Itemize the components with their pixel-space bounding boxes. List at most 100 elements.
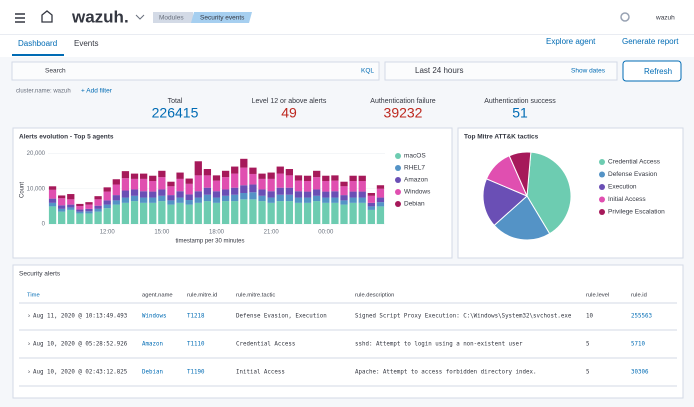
bar-segment bbox=[376, 202, 385, 207]
column-header: rule.mitre.id bbox=[187, 293, 217, 299]
expand-icon[interactable]: › bbox=[28, 342, 30, 348]
date-picker[interactable] bbox=[384, 61, 618, 81]
chevron[interactable] bbox=[135, 14, 145, 20]
bar-segment bbox=[303, 175, 312, 182]
bar-segment bbox=[221, 177, 230, 190]
bar-segment bbox=[185, 178, 193, 184]
bar-segment bbox=[58, 205, 66, 209]
table-cell[interactable]: T1218 bbox=[187, 314, 205, 320]
refresh-label[interactable]: Refresh bbox=[644, 67, 672, 76]
breadcrumb[interactable]: Modules bbox=[159, 15, 184, 22]
bar-segment bbox=[76, 213, 84, 224]
bar-segment bbox=[85, 204, 93, 209]
bar-segment bbox=[231, 201, 239, 224]
bar-segment bbox=[258, 173, 266, 179]
bar-segment bbox=[48, 202, 57, 207]
tab[interactable]: Dashboard bbox=[18, 39, 57, 48]
expand-icon[interactable]: › bbox=[28, 370, 30, 376]
legend-entry[interactable]: RHEL7 bbox=[404, 165, 425, 172]
legend-entry[interactable]: Amazon bbox=[404, 177, 428, 184]
x-tick-label: 15:00 bbox=[154, 230, 170, 236]
tab-bar bbox=[0, 35, 694, 57]
bar-segment bbox=[67, 207, 75, 210]
bar-segment bbox=[313, 177, 321, 190]
bar-segment bbox=[322, 181, 330, 192]
bar-segment bbox=[376, 197, 385, 203]
table-cell: Credential Access bbox=[236, 342, 295, 348]
bar-segment bbox=[167, 186, 175, 196]
legend-swatch bbox=[395, 165, 401, 171]
table-cell[interactable]: Debian bbox=[142, 370, 163, 376]
filter-pill[interactable]: cluster.name: wazuh bbox=[16, 89, 71, 95]
legend-entry[interactable]: Credential Access bbox=[608, 159, 661, 166]
bar-segment bbox=[358, 191, 366, 198]
menu-icon[interactable] bbox=[15, 13, 25, 23]
legend-entry[interactable]: Windows bbox=[404, 189, 431, 196]
action[interactable]: Explore agent bbox=[546, 37, 596, 46]
table-cell[interactable]: Amazon bbox=[142, 342, 163, 348]
bar-segment bbox=[149, 202, 157, 224]
bar-segment bbox=[294, 175, 303, 181]
add-filter[interactable]: + Add filter bbox=[81, 88, 113, 95]
show-dates[interactable]: Show dates bbox=[571, 68, 606, 75]
bar-segment bbox=[139, 191, 148, 198]
bar-segment bbox=[139, 202, 148, 224]
kql[interactable]: KQL bbox=[361, 68, 374, 75]
settings-icon[interactable] bbox=[620, 12, 630, 22]
bar-segment bbox=[331, 191, 339, 198]
bar-segment bbox=[340, 204, 348, 224]
legend-entry[interactable]: Privilege Escalation bbox=[608, 209, 665, 216]
table-cell[interactable]: Windows bbox=[142, 314, 166, 320]
logo[interactable]: wazuh. bbox=[71, 7, 129, 26]
table-cell[interactable]: T1190 bbox=[187, 370, 205, 376]
bar-segment bbox=[285, 187, 294, 195]
time-range[interactable]: Last 24 hours bbox=[415, 66, 463, 75]
column-header: agent.name bbox=[142, 293, 173, 299]
legend-entry[interactable]: Debian bbox=[404, 201, 425, 208]
pie-slice bbox=[508, 151, 532, 197]
column-header: rule.mitre.tactic bbox=[236, 293, 275, 299]
bar-segment bbox=[240, 158, 248, 168]
legend-entry[interactable]: Initial Access bbox=[608, 196, 646, 203]
table-cell[interactable]: 30306 bbox=[631, 370, 649, 376]
pie-slice bbox=[482, 178, 528, 227]
bar-segment bbox=[267, 202, 275, 224]
legend-entry[interactable]: Defense Evasion bbox=[608, 171, 658, 178]
search-bar[interactable] bbox=[11, 61, 380, 81]
table-cell[interactable]: 255563 bbox=[631, 314, 652, 320]
bar-segment bbox=[185, 200, 193, 205]
bar-segment bbox=[194, 191, 202, 198]
table-cell: Aug 10, 2020 @ 05:28:52.926 bbox=[33, 342, 128, 348]
home-icon[interactable] bbox=[41, 10, 53, 23]
bar-segment bbox=[331, 175, 339, 181]
bar-segment bbox=[294, 202, 303, 224]
refresh-button[interactable] bbox=[622, 60, 682, 82]
legend-entry[interactable]: macOS bbox=[404, 153, 426, 160]
bar-segment bbox=[258, 201, 266, 224]
bar-segment bbox=[340, 200, 348, 205]
legend-entry[interactable]: Execution bbox=[608, 184, 637, 191]
bar-segment bbox=[176, 178, 184, 192]
bar-segment bbox=[76, 209, 84, 212]
user[interactable]: wazuh bbox=[655, 15, 675, 22]
bar-segment bbox=[367, 195, 375, 203]
search-input[interactable]: Search bbox=[45, 68, 66, 75]
bar-segment bbox=[221, 195, 230, 202]
bar-segment bbox=[358, 197, 366, 203]
bar-segment bbox=[358, 181, 366, 192]
column-header[interactable]: Time bbox=[27, 293, 40, 299]
top-bar bbox=[0, 0, 694, 35]
table-cell[interactable]: 5710 bbox=[631, 342, 645, 348]
table-cell: 5 bbox=[586, 370, 590, 376]
expand-icon[interactable]: › bbox=[28, 314, 30, 320]
action[interactable]: Generate report bbox=[622, 37, 679, 46]
bar-segment bbox=[185, 194, 193, 201]
bar-segment bbox=[367, 192, 375, 196]
bar-segment bbox=[367, 209, 375, 224]
table-cell: Initial Access bbox=[236, 370, 285, 376]
bar-segment bbox=[322, 197, 330, 203]
table-cell[interactable]: T1110 bbox=[187, 342, 205, 348]
bar-segment bbox=[240, 167, 248, 186]
tab[interactable]: Events bbox=[74, 39, 98, 48]
